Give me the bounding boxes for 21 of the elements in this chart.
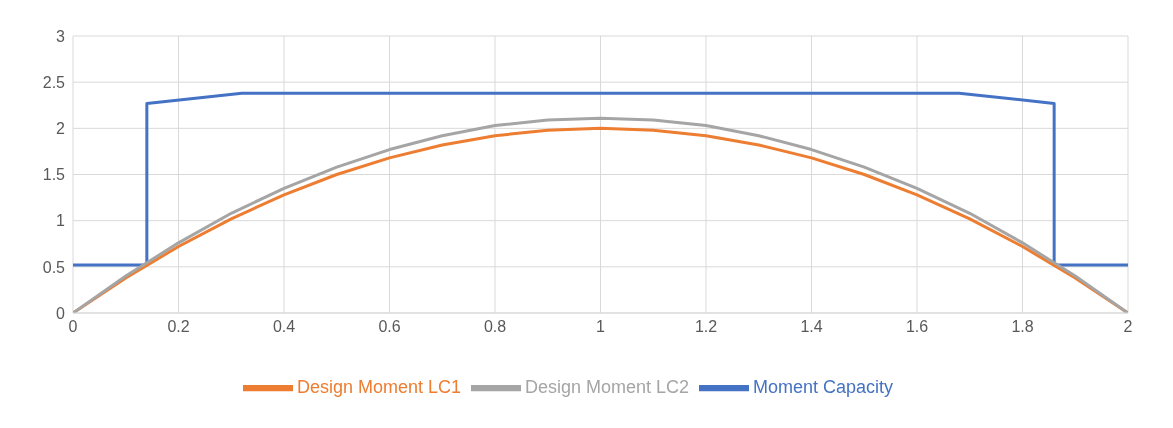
x-tick-label: 1.4	[800, 318, 823, 336]
y-tick-label: 1.5	[42, 166, 66, 184]
y-tick-label: 0	[56, 304, 66, 322]
x-tick-label: 0.2	[167, 318, 190, 336]
y-tick-label: 1	[56, 212, 66, 230]
legend-label: Design Moment LC2	[524, 376, 690, 397]
legend-label: Moment Capacity	[753, 376, 894, 397]
y-tick-label: 0.5	[42, 258, 66, 276]
legend-label: Design Moment LC1	[296, 376, 461, 397]
y-tick-label: 2.5	[42, 73, 66, 91]
x-tick-label: 0.6	[378, 318, 401, 336]
x-tick-label: 0	[68, 318, 78, 336]
y-tick-label: 2	[56, 120, 66, 138]
x-tick-label: 0.4	[272, 318, 296, 336]
x-tick-label: 0.8	[483, 318, 507, 336]
x-tick-label: 1	[596, 318, 606, 336]
x-tick-label: 1.6	[905, 318, 929, 336]
x-tick-label: 1.2	[694, 318, 718, 336]
y-tick-label: 3	[56, 27, 66, 45]
x-tick-label: 2	[1123, 318, 1133, 336]
x-tick-label: 1.8	[1011, 318, 1034, 336]
